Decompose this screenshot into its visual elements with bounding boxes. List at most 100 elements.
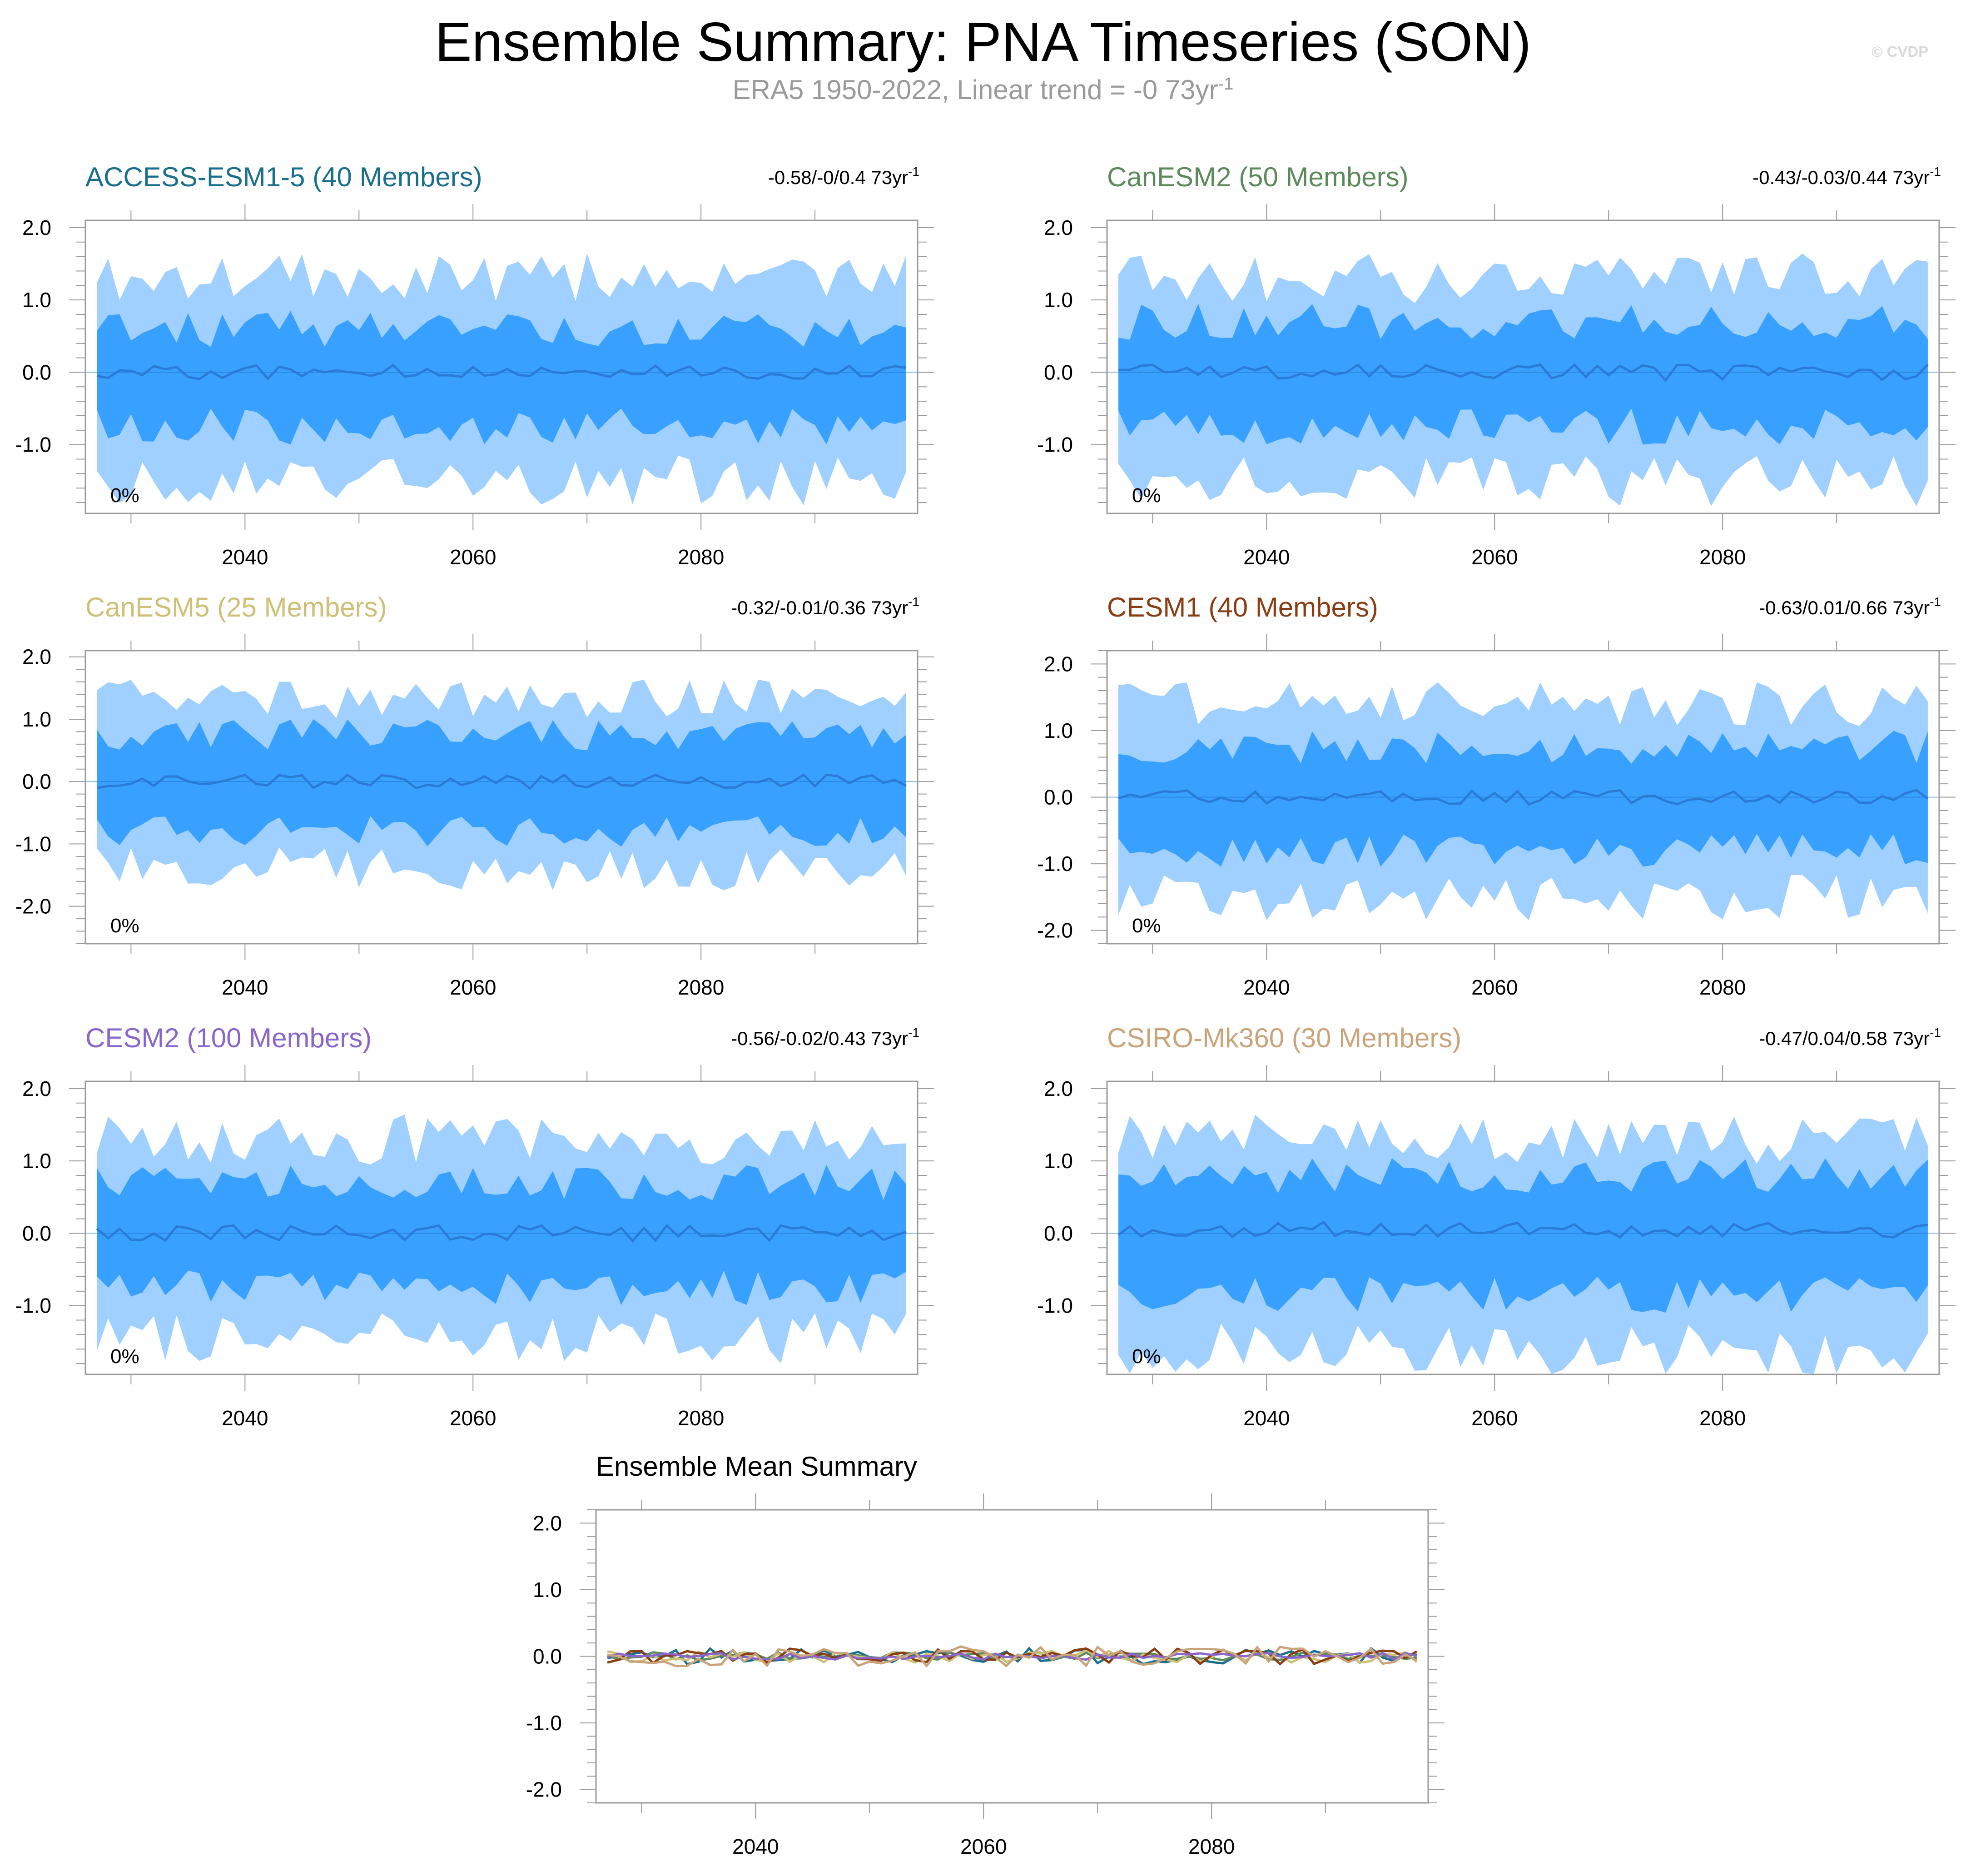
y-tick-label: -1.0 [526, 1711, 562, 1735]
y-tick-label: 0.0 [1044, 786, 1073, 809]
plot-frame [84, 1080, 918, 1375]
plot-frame [84, 219, 918, 514]
ensemble-mean-line [1118, 363, 1929, 382]
x-tick-label: 2060 [1471, 545, 1518, 569]
panel-title: Ensemble Mean Summary [596, 1451, 917, 1482]
series-line-cesm2 [607, 1652, 1417, 1661]
x-tick-label: 2060 [1471, 1406, 1518, 1430]
y-tick-label: 2.0 [1044, 216, 1073, 239]
y-tick-label: 2.0 [22, 1077, 51, 1100]
figure-subtitle: ERA5 1950-2022, Linear trend = -0 73yr-1 [0, 74, 1966, 105]
y-tick-label: 0.0 [1044, 1221, 1073, 1245]
panel-title: CESM1 (40 Members) [1107, 592, 1378, 622]
panel-cesm1: CESM1 (40 Members) -0.63/0.01/0.66 73yr-1… [1037, 592, 1956, 999]
interquartile-band [97, 1165, 906, 1305]
panel-title: ACCESS-ESM1-5 (40 Members) [85, 162, 482, 192]
panel-cesm2: CESM2 (100 Members) -0.56/-0.02/0.43 73yr… [15, 1023, 934, 1430]
panel-title: CESM2 (100 Members) [85, 1023, 372, 1053]
percent-label: 0% [110, 915, 139, 937]
x-tick-label: 2080 [1699, 545, 1746, 569]
x-tick-label: 2040 [222, 545, 268, 569]
series-line-cesm1 [607, 1647, 1418, 1666]
y-tick-label: 2.0 [533, 1511, 562, 1535]
y-tick-label: 0.0 [22, 360, 51, 384]
y-tick-label: 2.0 [22, 645, 51, 669]
x-tick-label: 2060 [450, 545, 496, 569]
percent-label: 0% [1132, 915, 1161, 937]
y-tick-label: 1.0 [22, 288, 51, 312]
x-tick-label: 2040 [222, 1406, 268, 1430]
percent-label: 0% [110, 1345, 139, 1368]
panel-canesm5: CanESM5 (25 Members) -0.32/-0.01/0.36 73y… [15, 592, 934, 999]
y-tick-label: 2.0 [1044, 1077, 1073, 1100]
y-tick-label: -2.0 [15, 895, 51, 918]
panel-canesm2: CanESM2 (50 Members) -0.43/-0.03/0.44 73y… [1037, 162, 1956, 569]
y-tick-label: 0.0 [22, 770, 51, 793]
ensemble-mean-line [1118, 789, 1929, 806]
x-tick-label: 2080 [1699, 1406, 1746, 1430]
y-tick-label: 1.0 [1044, 719, 1073, 742]
interquartile-band [97, 311, 906, 445]
percent-label: 0% [1132, 1345, 1161, 1368]
percent-label: 0% [1132, 484, 1161, 507]
ensemble-mean-line [96, 363, 907, 381]
x-tick-label: 2040 [1243, 545, 1290, 569]
series-line-csiro-mk360 [607, 1645, 1418, 1668]
trend-label: -0.43/-0.03/0.44 73yr-1 [1753, 164, 1941, 188]
y-tick-label: -1.0 [15, 433, 51, 457]
y-tick-label: -1.0 [1037, 852, 1073, 876]
trend-label: -0.58/-0/0.4 73yr-1 [768, 164, 919, 188]
trend-label: -0.63/0.01/0.66 73yr-1 [1759, 595, 1941, 618]
y-tick-label: -2.0 [1037, 919, 1073, 942]
x-tick-label: 2060 [1471, 975, 1518, 999]
y-tick-label: -1.0 [15, 1294, 51, 1318]
panel-ensemble mean summary: Ensemble Mean Summary -2.0 -1.0 0.0 1.0 2.0 20… [526, 1451, 1445, 1858]
cvdp-watermark: © CVDP [1872, 43, 1929, 60]
plot-frame [84, 650, 918, 945]
y-tick-label: 1.0 [1044, 1149, 1073, 1173]
y-tick-label: 0.0 [533, 1645, 562, 1668]
figure-title: Ensemble Summary: PNA Timeseries (SON) [435, 11, 1531, 73]
subtitle-exponent: -1 [1218, 75, 1234, 94]
ensemble-mean-line [1117, 1220, 1928, 1239]
x-tick-label: 2080 [678, 975, 724, 999]
x-tick-label: 2080 [678, 1406, 724, 1430]
interquartile-band [1118, 1158, 1928, 1313]
y-tick-label: -1.0 [1037, 1294, 1073, 1318]
x-tick-label: 2080 [1699, 975, 1746, 999]
y-tick-label: 2.0 [22, 216, 51, 239]
trend-label: -0.56/-0.02/0.43 73yr-1 [731, 1025, 919, 1049]
x-tick-label: 2040 [222, 975, 268, 999]
panel-title: CanESM5 (25 Members) [85, 592, 387, 622]
y-tick-label: 0.0 [22, 1221, 51, 1245]
y-tick-label: 1.0 [22, 1149, 51, 1173]
x-tick-label: 2080 [678, 545, 724, 569]
interquartile-band [97, 719, 906, 847]
x-tick-label: 2040 [1243, 975, 1290, 999]
ensemble-mean-line [96, 1224, 907, 1243]
y-tick-label: -1.0 [15, 832, 51, 856]
y-tick-label: -1.0 [1037, 433, 1073, 457]
panel-title: CanESM2 (50 Members) [1107, 162, 1409, 192]
x-tick-label: 2040 [1243, 1406, 1290, 1430]
panel-title: CSIRO-Mk360 (30 Members) [1107, 1023, 1461, 1053]
plot-frame [1106, 219, 1940, 514]
y-tick-label: 0.0 [1044, 360, 1073, 384]
y-tick-label: 1.0 [1044, 288, 1073, 312]
ensemble-mean-line [96, 773, 907, 790]
trend-label: -0.47/0.04/0.58 73yr-1 [1759, 1025, 1941, 1049]
x-tick-label: 2060 [450, 1406, 496, 1430]
panel-csiro-mk360: CSIRO-Mk360 (30 Members) -0.47/0.04/0.58 … [1037, 1023, 1956, 1430]
panel-access-esm1-5: ACCESS-ESM1-5 (40 Members) -0.58/-0/0.4 7… [15, 162, 934, 569]
x-tick-label: 2040 [732, 1835, 779, 1858]
x-tick-label: 2060 [450, 975, 496, 999]
y-tick-label: 1.0 [22, 707, 51, 731]
y-tick-label: -2.0 [526, 1778, 562, 1801]
x-tick-label: 2060 [960, 1835, 1007, 1858]
interquartile-band [1118, 304, 1928, 445]
y-tick-label: 1.0 [533, 1578, 562, 1602]
percent-label: 0% [110, 484, 139, 507]
x-tick-label: 2080 [1188, 1835, 1235, 1858]
trend-label: -0.32/-0.01/0.36 73yr-1 [731, 595, 919, 618]
